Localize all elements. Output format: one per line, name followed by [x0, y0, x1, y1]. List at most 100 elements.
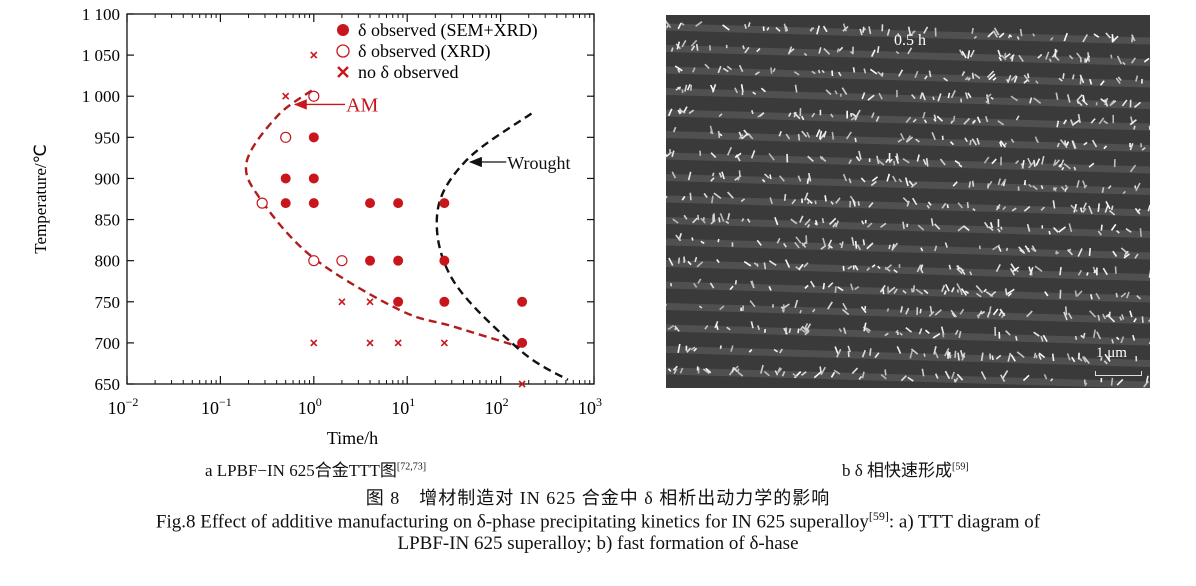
delta-precipitate — [1048, 58, 1052, 63]
delta-precipitate — [933, 345, 937, 355]
delta-precipitate — [1101, 187, 1105, 193]
delta-precipitate — [962, 354, 966, 358]
delta-precipitate — [1134, 185, 1137, 189]
delta-precipitate — [698, 305, 703, 309]
delta-precipitate — [885, 264, 893, 271]
delta-precipitate — [686, 347, 692, 353]
delta-precipitate — [1060, 186, 1065, 191]
delta-precipitate — [1120, 292, 1127, 298]
delta-precipitate — [998, 56, 1003, 62]
delta-precipitate — [845, 131, 853, 140]
delta-precipitate — [863, 322, 867, 332]
delta-precipitate — [1055, 250, 1058, 255]
delta-precipitate — [1143, 57, 1150, 63]
delta-precipitate — [1107, 185, 1112, 190]
delta-precipitate — [936, 115, 943, 122]
delta-precipitate — [1100, 224, 1103, 231]
delta-precipitate — [827, 301, 833, 310]
delta-precipitate — [1148, 268, 1152, 278]
delta-precipitate — [852, 199, 856, 207]
delta-precipitate — [1120, 336, 1125, 344]
delta-precipitate — [851, 367, 859, 375]
delta-precipitate — [1135, 75, 1139, 82]
delta-precipitate — [674, 65, 683, 72]
delta-precipitate — [1125, 250, 1129, 255]
y-tick-label: 1 100 — [82, 5, 120, 24]
delta-precipitate — [838, 71, 842, 77]
caption-a-text: a LPBF−IN 625合金TTT图 — [205, 461, 397, 480]
delta-precipitate — [931, 132, 936, 141]
delta-precipitate — [769, 197, 773, 205]
delta-precipitate — [1015, 115, 1020, 121]
delta-precipitate — [857, 201, 860, 206]
data-point-open — [336, 255, 348, 267]
delta-precipitate — [1102, 313, 1107, 320]
delta-precipitate — [851, 237, 855, 246]
delta-precipitate — [921, 92, 926, 101]
delta-precipitate — [711, 172, 715, 177]
delta-precipitate — [950, 90, 956, 99]
data-point-filled — [280, 198, 291, 209]
delta-precipitate — [989, 222, 994, 229]
delta-precipitate — [861, 92, 866, 100]
delta-precipitate — [1010, 138, 1015, 144]
delta-precipitate — [1006, 288, 1015, 295]
delta-precipitate — [999, 140, 1006, 148]
delta-precipitate — [871, 264, 876, 268]
delta-precipitate — [888, 244, 891, 250]
delta-precipitate — [828, 239, 833, 246]
delta-precipitate — [957, 352, 960, 361]
caption-a-ref: [72,73] — [396, 461, 427, 473]
delta-precipitate — [1003, 142, 1008, 146]
data-point-cross — [282, 92, 290, 100]
delta-precipitate — [972, 119, 976, 124]
delta-precipitate — [891, 242, 899, 251]
delta-precipitate — [690, 39, 698, 47]
delta-precipitate — [995, 203, 1001, 211]
delta-precipitate — [912, 118, 917, 123]
delta-precipitate — [910, 348, 919, 355]
delta-precipitate — [932, 96, 935, 101]
delta-precipitate — [769, 174, 772, 180]
delta-precipitate — [1034, 136, 1039, 144]
delta-precipitate — [862, 26, 865, 33]
delta-precipitate — [898, 69, 904, 77]
delta-precipitate — [1076, 94, 1083, 102]
delta-precipitate — [1116, 55, 1123, 65]
delta-precipitate — [922, 111, 926, 119]
delta-precipitate — [794, 299, 799, 309]
delta-precipitate — [806, 323, 812, 331]
delta-precipitate — [983, 221, 990, 229]
delta-precipitate — [801, 130, 808, 138]
delta-precipitate — [783, 303, 790, 309]
delta-precipitate — [827, 244, 833, 249]
delta-precipitate — [1130, 57, 1137, 64]
delta-precipitate — [1011, 54, 1014, 62]
delta-precipitate — [870, 180, 877, 187]
delta-precipitate — [1072, 119, 1081, 126]
delta-precipitate — [897, 138, 903, 143]
delta-precipitate — [834, 346, 840, 356]
delta-precipitate — [733, 367, 738, 373]
delta-precipitate — [1104, 97, 1109, 106]
delta-precipitate — [763, 262, 767, 270]
delta-precipitate — [858, 150, 862, 160]
lamella-band — [665, 346, 1151, 367]
delta-precipitate — [1099, 80, 1105, 86]
delta-precipitate — [1097, 230, 1102, 236]
delta-precipitate — [854, 240, 858, 249]
delta-precipitate — [716, 258, 720, 264]
delta-precipitate — [950, 371, 956, 380]
delta-precipitate — [958, 330, 962, 338]
delta-precipitate — [895, 50, 900, 55]
delta-precipitate — [1116, 378, 1124, 386]
delta-precipitate — [1082, 34, 1089, 43]
delta-precipitate — [732, 365, 739, 372]
delta-precipitate — [752, 91, 757, 95]
delta-precipitate — [946, 204, 949, 209]
delta-precipitate — [964, 92, 969, 99]
delta-precipitate — [750, 150, 756, 159]
delta-precipitate — [887, 286, 896, 294]
delta-precipitate — [1016, 36, 1020, 40]
delta-precipitate — [809, 27, 814, 32]
